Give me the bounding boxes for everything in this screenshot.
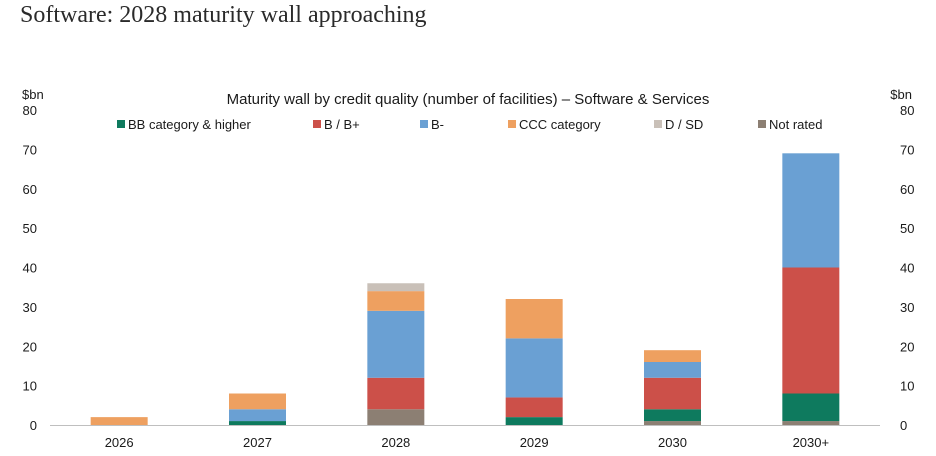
x-tick-2028: 2028 [381,435,410,450]
legend-item-ccc-category: CCC category [508,117,601,132]
bar-2027-ccc-category [229,393,286,410]
bar-2029-ccc-category [505,299,563,339]
legend-swatch-b [420,120,428,128]
x-tick-2029: 2029 [520,435,549,450]
legend-item-b-b: B / B+ [313,117,360,132]
y-axis-label-left: $bn [22,87,44,102]
bar-2028-b-b [367,377,425,410]
y-tick-right-10: 10 [900,379,914,394]
bars [90,153,840,425]
y-tick-right-20: 20 [900,339,914,354]
bar-2029-b-b [505,397,563,418]
y-tick-left-30: 30 [23,300,37,315]
bar-2029-bb-category-higher [505,417,563,425]
y-tick-left-50: 50 [23,221,37,236]
y-tick-right-40: 40 [900,261,914,276]
bar-2028-d-sd [367,283,425,292]
legend-item-not-rated: Not rated [758,117,822,132]
legend-label-not-rated: Not rated [769,117,822,132]
y-tick-left-10: 10 [23,379,37,394]
page-heading: Software: 2028 maturity wall approaching [20,2,427,28]
bar-2030-bb-category-higher [782,393,840,422]
bar-2029-b [505,338,563,398]
legend-swatch-b-b [313,120,321,128]
y-tick-left-0: 0 [30,418,37,433]
y-tick-right-80: 80 [900,103,914,118]
bar-2027-b [229,409,286,422]
y-tick-right-70: 70 [900,142,914,157]
bar-stack-2030 [644,350,701,425]
bar-2028-not-rated [367,409,425,425]
y-tick-left-40: 40 [23,261,37,276]
x-tick-2026: 2026 [105,435,134,450]
bar-stack-2030 [782,153,840,425]
y-tick-left-60: 60 [23,182,37,197]
x-tick-2030: 2030 [658,435,687,450]
y-tick-right-50: 50 [900,221,914,236]
y-axis-right: 0 10 20 30 40 50 60 70 80 [900,103,914,433]
bar-stack-2026 [90,417,148,425]
y-tick-right-0: 0 [900,418,907,433]
legend-item-d-sd: D / SD [654,117,703,132]
bar-2027-bb-category-higher [229,421,286,425]
y-axis-left: 0 10 20 30 40 50 60 70 80 [23,103,37,433]
legend-label-b: B- [431,117,444,132]
x-tick-2027: 2027 [243,435,272,450]
bar-2030-bb-category-higher [644,409,701,422]
legend-label-ccc-category: CCC category [519,117,601,132]
bar-2028-b [367,310,425,378]
legend-swatch-not-rated [758,120,766,128]
legend-swatch-ccc-category [508,120,516,128]
bar-2026-ccc-category [90,417,148,425]
legend-label-bb-category-higher: BB category & higher [128,117,252,132]
bar-2030-b-b [782,267,840,394]
bar-2028-ccc-category [367,291,425,311]
bar-stack-2028 [367,283,425,425]
y-tick-right-30: 30 [900,300,914,315]
legend-swatch-bb-category-higher [117,120,125,128]
bar-2030-b-b [644,377,701,410]
bar-stack-2029 [505,299,563,425]
bar-stack-2027 [229,393,286,425]
y-tick-left-80: 80 [23,103,37,118]
legend: BB category & higher B / B+ B- CCC category… [117,117,822,132]
bar-2030-b [782,153,840,268]
legend-label-d-sd: D / SD [665,117,703,132]
legend-item-bb-category-higher: BB category & higher [117,117,252,132]
y-tick-left-20: 20 [23,339,37,354]
bar-2030-not-rated [644,421,701,425]
legend-swatch-d-sd [654,120,662,128]
chart-title: Maturity wall by credit quality (number … [227,91,710,108]
x-axis-labels: 2026 2027 2028 2029 2030 2030+ [105,435,829,450]
bar-2030-not-rated [782,421,840,425]
legend-item-b: B- [420,117,444,132]
y-tick-right-60: 60 [900,182,914,197]
bar-2030-b [644,362,701,378]
y-axis-label-right: $bn [890,87,912,102]
y-tick-left-70: 70 [23,142,37,157]
x-tick-2030: 2030+ [793,435,830,450]
bar-2030-ccc-category [644,350,701,362]
legend-label-b-b: B / B+ [324,117,360,132]
